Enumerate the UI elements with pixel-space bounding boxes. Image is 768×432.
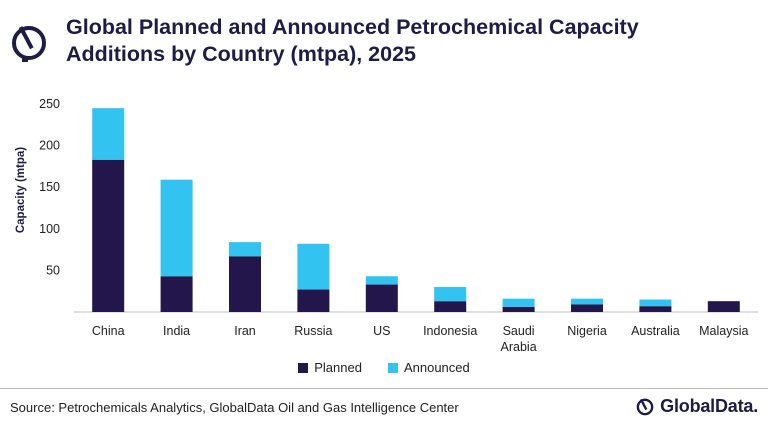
bar-announced-china <box>92 108 125 160</box>
legend-label-planned: Planned <box>314 360 362 375</box>
x-tick-label: Saudi Arabia <box>501 324 537 354</box>
bar-planned-china <box>92 159 125 312</box>
legend-swatch-announced <box>387 362 398 373</box>
bar-announced-russia <box>297 243 330 290</box>
legend-label-announced: Announced <box>403 360 470 375</box>
x-tick-label: Malaysia <box>699 324 748 338</box>
x-tick-label: Nigeria <box>567 324 607 338</box>
bar-announced-australia <box>639 299 672 307</box>
bar-announced-india <box>160 179 193 277</box>
bar-announced-iran <box>229 242 261 257</box>
x-tick-label: Russia <box>294 324 332 338</box>
x-tick-label: China <box>92 324 125 338</box>
bar-chart: 50 100 150 200 250 China India Iran Russia US Ind… <box>15 97 758 354</box>
bar-planned-nigeria <box>571 304 603 312</box>
legend: Planned Announced <box>0 360 768 375</box>
x-axis: China India Iran Russia US Indonesia Saudi Arab… <box>92 324 749 354</box>
bars <box>92 108 740 312</box>
y-axis-label: Capacity (mtpa) <box>15 147 27 233</box>
bar-planned-russia <box>297 289 330 312</box>
bar-announced-indonesia <box>434 287 467 302</box>
y-tick-label: 100 <box>39 222 60 236</box>
y-tick-label: 150 <box>39 180 60 194</box>
globaldata-logo-icon <box>12 26 46 62</box>
bar-planned-indonesia <box>434 301 467 312</box>
legend-item-announced: Announced <box>387 360 470 375</box>
legend-item-planned: Planned <box>298 360 362 375</box>
x-tick-label: India <box>163 324 190 338</box>
brand-logo: GlobalData. <box>635 396 758 417</box>
y-tick-label: 50 <box>46 263 60 277</box>
y-axis: 50 100 150 200 250 <box>39 97 758 313</box>
brand-name: GlobalData. <box>660 396 758 416</box>
x-tick-label: Indonesia <box>423 324 477 338</box>
bar-announced-saudi-arabia <box>502 298 535 308</box>
x-tick-label: Australia <box>631 324 680 338</box>
y-tick-label: 250 <box>39 97 60 111</box>
bar-announced-nigeria <box>571 298 603 305</box>
y-tick-label: 200 <box>39 139 60 153</box>
legend-swatch-planned <box>298 362 309 373</box>
chart-title: Global Planned and Announced Petrochemic… <box>66 15 639 66</box>
globaldata-mark-icon <box>636 398 654 415</box>
x-tick-label: US <box>373 324 390 338</box>
source-note: Source: Petrochemicals Analytics, Global… <box>10 400 459 415</box>
bar-planned-iran <box>229 256 261 312</box>
bar-announced-us <box>365 276 398 285</box>
divider <box>0 388 768 389</box>
bar-planned-india <box>160 276 193 312</box>
bar-planned-saudi-arabia <box>502 307 535 312</box>
bar-planned-malaysia <box>707 301 740 312</box>
bar-planned-us <box>365 284 398 312</box>
x-tick-label: Iran <box>234 324 256 338</box>
bar-planned-australia <box>639 306 672 312</box>
